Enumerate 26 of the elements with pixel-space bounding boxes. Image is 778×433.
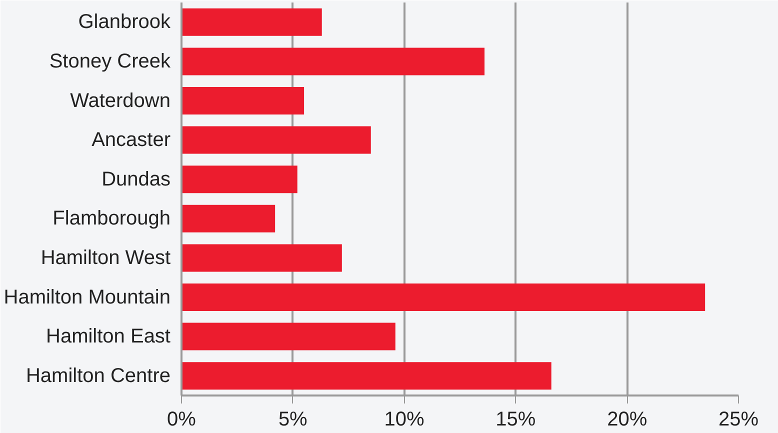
y-tick-label: Hamilton Mountain	[4, 286, 170, 308]
y-tick-label: Dundas	[102, 168, 170, 190]
bar	[182, 322, 396, 350]
bar	[182, 86, 304, 115]
bar	[182, 362, 552, 390]
y-tick-label: Glanbrook	[78, 11, 172, 34]
y-tick-label: Flamborough	[52, 208, 170, 230]
x-tick-label: 5%	[278, 408, 308, 430]
bar	[182, 126, 371, 154]
bar	[182, 166, 298, 194]
bar	[182, 8, 322, 36]
bar	[182, 48, 485, 76]
bar	[182, 244, 342, 272]
x-tick-label: 25%	[718, 408, 759, 430]
bar	[182, 283, 706, 312]
x-tick-label: 0%	[167, 408, 196, 430]
y-tick-label: Hamilton Centre	[26, 364, 171, 387]
x-tick-label: 15%	[496, 408, 536, 430]
x-tick-label: 20%	[607, 408, 648, 430]
y-tick-label: Hamilton West	[40, 246, 171, 269]
y-tick-label: Stoney Creek	[49, 50, 172, 72]
y-tick-label: Hamilton East	[46, 326, 171, 348]
x-tick-label: 10%	[384, 408, 425, 430]
y-tick-label: Ancaster	[92, 129, 171, 152]
bar	[182, 204, 276, 232]
y-tick-label: Waterdown	[70, 90, 171, 112]
